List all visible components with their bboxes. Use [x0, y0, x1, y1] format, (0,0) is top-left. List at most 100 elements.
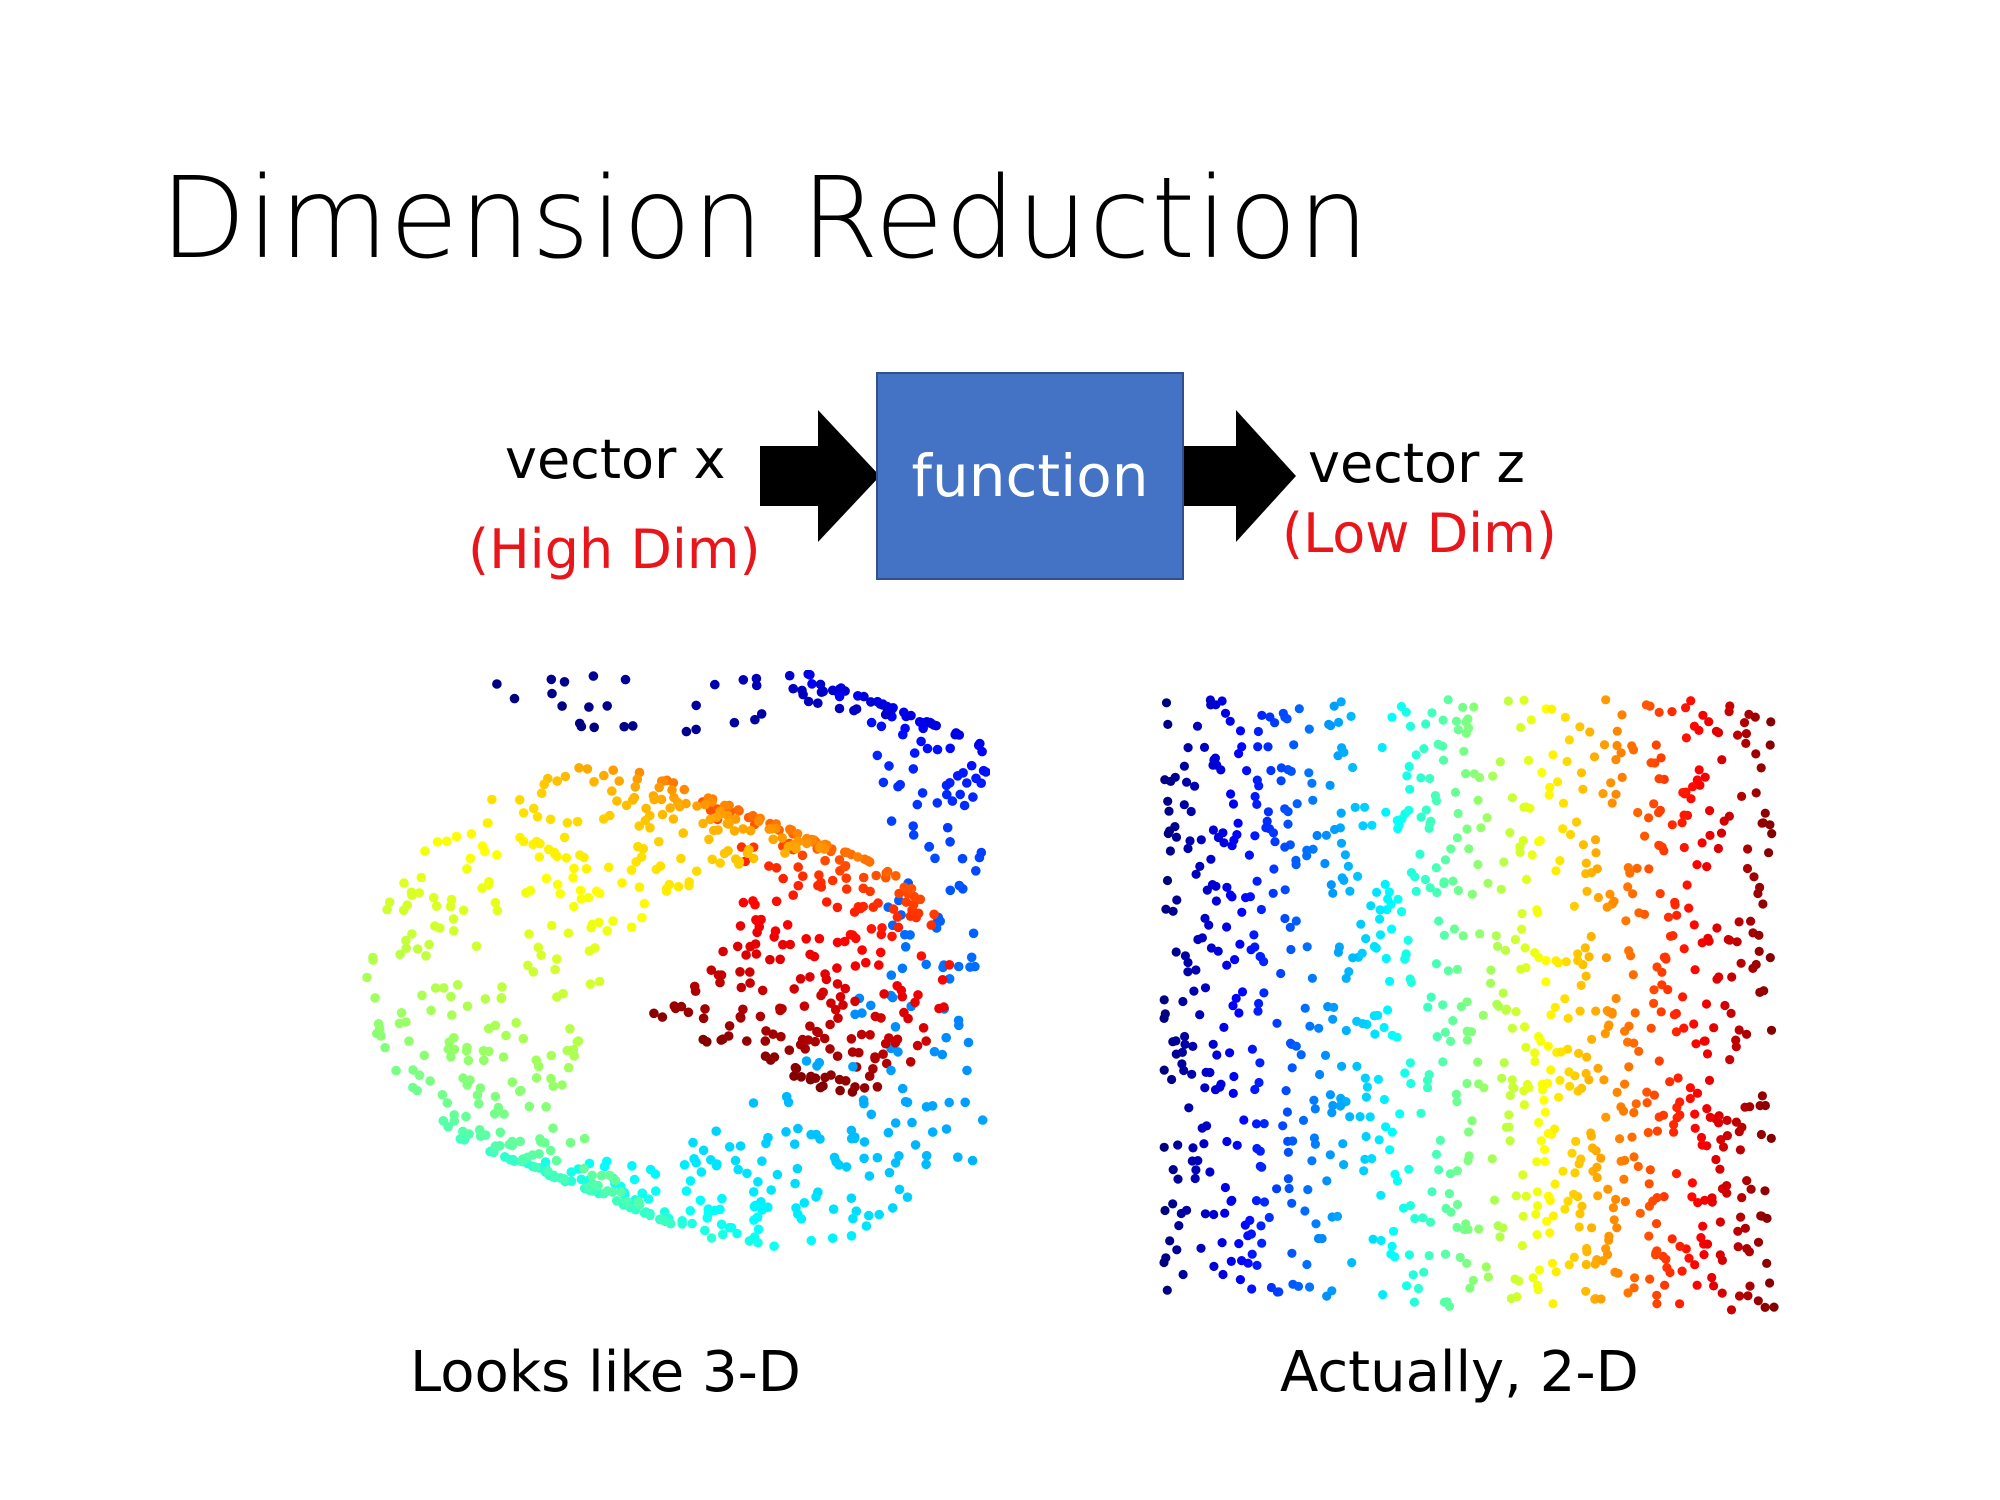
swiss-roll-point — [599, 1161, 610, 1172]
unrolled-point — [1418, 1213, 1428, 1223]
unrolled-point — [1665, 931, 1676, 941]
unrolled-point — [1517, 924, 1527, 934]
swiss-roll-point — [442, 1098, 453, 1108]
unrolled-point — [1726, 1008, 1736, 1018]
swiss-roll-point — [700, 799, 710, 810]
swiss-roll-point — [806, 1235, 817, 1246]
unrolled-point — [1651, 1219, 1662, 1229]
swiss-roll-point — [793, 880, 804, 891]
right-caption: Actually, 2-D — [1280, 1340, 1639, 1405]
unrolled-point — [1160, 1205, 1170, 1216]
swiss-roll-point — [878, 1049, 888, 1059]
unrolled-point — [1464, 1127, 1474, 1137]
unrolled-point — [1348, 762, 1358, 773]
swiss-roll-point — [685, 1206, 696, 1216]
unrolled-point — [1220, 708, 1231, 718]
swiss-roll-point — [944, 960, 955, 970]
swiss-roll-point — [474, 1125, 485, 1135]
unrolled-scatter — [1159, 695, 1779, 1315]
unrolled-point — [1461, 769, 1471, 779]
unrolled-point — [1521, 874, 1532, 885]
unrolled-point — [1253, 726, 1263, 737]
unrolled-point — [1366, 901, 1376, 911]
unrolled-point — [1446, 1036, 1456, 1046]
swiss-roll-point — [900, 942, 911, 952]
swiss-roll-point — [687, 1218, 697, 1229]
unrolled-point — [1384, 887, 1394, 897]
swiss-roll-point — [791, 843, 801, 854]
unrolled-point — [1374, 1135, 1384, 1145]
swiss-roll-point — [850, 1082, 860, 1092]
swiss-roll-point — [768, 834, 778, 845]
swiss-roll-point — [665, 803, 675, 813]
swiss-roll-point — [909, 748, 920, 758]
swiss-roll-point — [872, 750, 883, 761]
swiss-roll-point — [897, 963, 908, 974]
swiss-roll-point — [742, 1036, 752, 1046]
swiss-roll-point — [516, 1085, 526, 1096]
unrolled-point — [1375, 914, 1385, 924]
unrolled-point — [1767, 829, 1777, 839]
unrolled-point — [1166, 776, 1176, 786]
swiss-roll-point — [569, 863, 579, 874]
unrolled-point — [1404, 1250, 1414, 1260]
swiss-roll-point — [563, 1062, 574, 1073]
unrolled-point — [1576, 768, 1587, 778]
swiss-roll-point — [955, 789, 965, 800]
unrolled-point — [1530, 1048, 1540, 1058]
swiss-roll-point — [568, 873, 578, 883]
unrolled-point — [1686, 696, 1696, 706]
unrolled-point — [1750, 712, 1760, 722]
unrolled-point — [1197, 1123, 1207, 1133]
unrolled-point — [1596, 1294, 1606, 1304]
unrolled-point — [1165, 846, 1175, 856]
swiss-roll-point — [748, 1098, 759, 1108]
unrolled-point — [1373, 1074, 1383, 1084]
unrolled-point — [1739, 718, 1750, 728]
swiss-roll-point — [679, 1160, 690, 1170]
unrolled-point — [1573, 1086, 1583, 1096]
unrolled-point — [1634, 1046, 1644, 1056]
swiss-roll-point — [608, 916, 618, 926]
unrolled-point — [1312, 830, 1322, 841]
unrolled-point — [1733, 730, 1743, 740]
swiss-roll-point — [945, 837, 955, 847]
unrolled-point — [1406, 977, 1416, 987]
function-box: function — [876, 372, 1184, 580]
unrolled-point — [1251, 1119, 1262, 1129]
swiss-roll-point — [637, 912, 647, 923]
unrolled-point — [1743, 1291, 1753, 1301]
unrolled-point — [1593, 1063, 1603, 1073]
swiss-roll-point — [866, 717, 877, 728]
unrolled-point — [1690, 965, 1700, 975]
swiss-roll-point — [569, 901, 579, 912]
swiss-roll-point — [507, 1077, 518, 1087]
swiss-roll-point — [894, 895, 904, 906]
swiss-roll-point — [614, 776, 624, 786]
swiss-roll-point — [887, 1203, 898, 1213]
unrolled-point — [1483, 878, 1493, 888]
swiss-roll-point — [475, 1083, 486, 1093]
unrolled-point — [1390, 1169, 1400, 1179]
unrolled-point — [1390, 1252, 1400, 1262]
unrolled-point — [1310, 1104, 1320, 1114]
swiss-roll-point — [932, 798, 943, 808]
unrolled-point — [1336, 838, 1347, 848]
unrolled-point — [1317, 1233, 1327, 1244]
swiss-roll-point — [589, 722, 599, 733]
swiss-roll-point — [859, 1137, 870, 1147]
unrolled-point — [1372, 887, 1382, 897]
swiss-roll-point — [890, 1022, 901, 1032]
unrolled-point — [1690, 1109, 1700, 1119]
unrolled-point — [1724, 707, 1734, 717]
swiss-roll-point — [751, 673, 762, 684]
unrolled-point — [1159, 1013, 1169, 1023]
swiss-roll-point — [910, 1140, 921, 1150]
swiss-roll-point — [649, 794, 659, 805]
unrolled-point — [1195, 861, 1205, 871]
swiss-roll-point — [664, 879, 675, 890]
swiss-roll-point — [754, 816, 764, 827]
swiss-roll-point — [649, 1008, 659, 1019]
unrolled-point — [1695, 780, 1705, 790]
unrolled-point — [1200, 913, 1210, 923]
